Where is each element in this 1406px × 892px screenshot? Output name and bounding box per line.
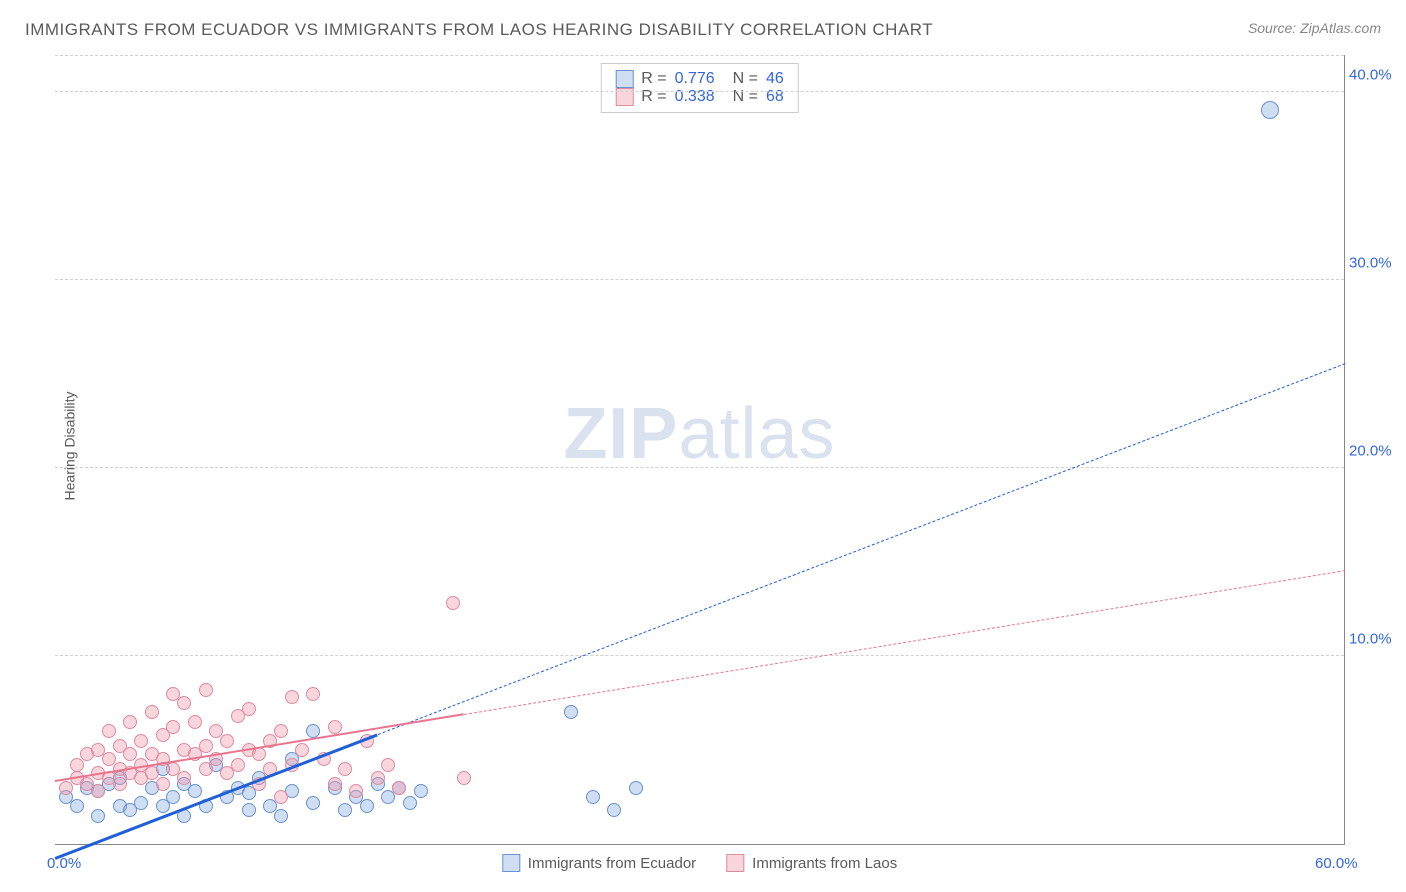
scatter-point xyxy=(338,762,352,776)
scatter-point xyxy=(123,715,137,729)
chart-plot-area: ZIPatlas R = 0.776 N = 46 R = 0.338 N = … xyxy=(55,55,1345,845)
legend-item-laos: Immigrants from Laos xyxy=(726,854,897,872)
scatter-point xyxy=(306,796,320,810)
swatch-laos xyxy=(726,854,744,872)
scatter-point xyxy=(274,790,288,804)
scatter-point xyxy=(446,596,460,610)
y-tick-label: 40.0% xyxy=(1349,66,1399,83)
gridline xyxy=(55,55,1344,56)
scatter-point xyxy=(564,705,578,719)
scatter-point xyxy=(134,734,148,748)
scatter-point xyxy=(199,739,213,753)
scatter-point xyxy=(242,803,256,817)
scatter-point xyxy=(349,784,363,798)
scatter-point xyxy=(274,809,288,823)
y-tick-label: 20.0% xyxy=(1349,442,1399,459)
trend-line-dashed xyxy=(377,363,1345,735)
scatter-point xyxy=(629,781,643,795)
scatter-point xyxy=(360,799,374,813)
y-tick-label: 30.0% xyxy=(1349,254,1399,271)
correlation-legend: R = 0.776 N = 46 R = 0.338 N = 68 xyxy=(600,63,799,113)
scatter-point xyxy=(328,720,342,734)
scatter-point xyxy=(91,809,105,823)
gridline xyxy=(55,279,1344,280)
scatter-point xyxy=(156,777,170,791)
scatter-point xyxy=(457,771,471,785)
scatter-point xyxy=(177,696,191,710)
gridline xyxy=(55,467,1344,468)
x-tick-label: 60.0% xyxy=(1315,855,1358,872)
scatter-point xyxy=(102,724,116,738)
swatch-ecuador xyxy=(615,70,633,88)
gridline xyxy=(55,91,1344,92)
scatter-point xyxy=(134,796,148,810)
scatter-point xyxy=(70,758,84,772)
x-tick-label: 0.0% xyxy=(47,855,81,872)
scatter-point xyxy=(285,690,299,704)
scatter-point xyxy=(1261,101,1279,119)
scatter-point xyxy=(403,796,417,810)
n-value-ecuador: 46 xyxy=(766,70,784,88)
source-attribution: Source: ZipAtlas.com xyxy=(1248,20,1381,36)
scatter-point xyxy=(166,720,180,734)
scatter-point xyxy=(177,771,191,785)
scatter-point xyxy=(295,743,309,757)
legend-row-ecuador: R = 0.776 N = 46 xyxy=(615,70,784,88)
scatter-point xyxy=(371,771,385,785)
y-tick-label: 10.0% xyxy=(1349,630,1399,647)
trend-line-dashed xyxy=(463,570,1345,715)
scatter-point xyxy=(338,803,352,817)
scatter-point xyxy=(188,784,202,798)
scatter-point xyxy=(188,715,202,729)
scatter-point xyxy=(381,758,395,772)
scatter-point xyxy=(113,777,127,791)
scatter-point xyxy=(91,784,105,798)
scatter-point xyxy=(274,724,288,738)
scatter-point xyxy=(586,790,600,804)
scatter-point xyxy=(306,687,320,701)
swatch-ecuador xyxy=(502,854,520,872)
scatter-point xyxy=(607,803,621,817)
scatter-point xyxy=(328,777,342,791)
scatter-point xyxy=(166,790,180,804)
scatter-point xyxy=(145,705,159,719)
scatter-point xyxy=(145,766,159,780)
gridline xyxy=(55,655,1344,656)
scatter-point xyxy=(70,799,84,813)
scatter-point xyxy=(231,758,245,772)
legend-item-ecuador: Immigrants from Ecuador xyxy=(502,854,696,872)
scatter-point xyxy=(414,784,428,798)
scatter-point xyxy=(392,781,406,795)
scatter-point xyxy=(220,734,234,748)
scatter-point xyxy=(242,702,256,716)
r-value-ecuador: 0.776 xyxy=(675,70,715,88)
series-legend: Immigrants from Ecuador Immigrants from … xyxy=(502,854,897,872)
scatter-point xyxy=(199,683,213,697)
chart-title: IMMIGRANTS FROM ECUADOR VS IMMIGRANTS FR… xyxy=(25,20,933,40)
watermark-text: ZIPatlas xyxy=(563,393,835,475)
scatter-point xyxy=(123,747,137,761)
